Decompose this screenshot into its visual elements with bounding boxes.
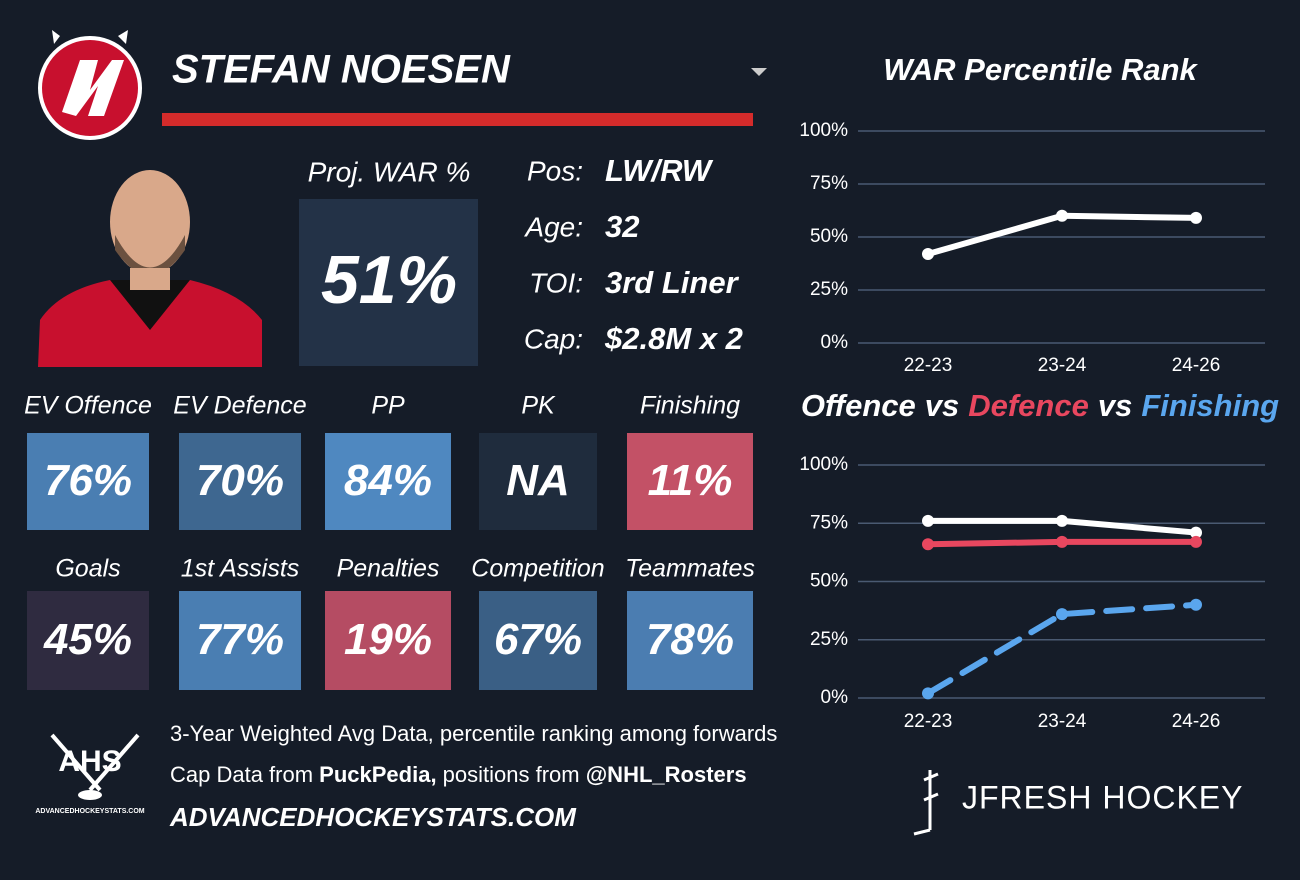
tile-box [627,433,753,530]
jfresh-logo: JFRESH HOCKEY [913,770,1243,836]
tile-value: 76% [44,456,132,505]
tile-box [325,591,451,690]
data-point [1190,535,1202,548]
data-point [1190,211,1202,224]
tile-label: Penalties [337,555,440,583]
tile-value: 11% [648,456,733,505]
tile-label: Competition [471,555,604,583]
name-underline [162,113,753,126]
tile-value: 77% [196,615,284,664]
series-line [925,601,1199,697]
data-point [1056,535,1068,548]
projection-label: Proj. WAR % [308,156,471,187]
bio-value: 32 [605,209,639,244]
tile-box [179,591,301,690]
tile-value: 67% [494,615,582,664]
legend-entry: Defence [968,388,1089,423]
bio-value: 3rd Liner [605,265,740,300]
y-tick-label: 25% [810,629,848,650]
legend-entry: Offence [801,388,916,423]
bio-label: Pos: [527,155,583,186]
y-tick-label: 0% [821,332,849,353]
footer-line-1: 3-Year Weighted Avg Data, percentile ran… [170,721,777,746]
data-point [1190,526,1202,539]
ahs-logo: AHS ADVANCEDHOCKEYSTATS.COM [35,733,145,815]
title-joiner: vs [925,388,959,423]
tile-label: 1st Assists [181,555,300,583]
tile-box [627,591,753,690]
bio-value: $2.8M x 2 [604,321,743,356]
data-point [922,514,934,527]
y-tick-label: 50% [810,226,848,247]
tile-value: 45% [43,615,132,664]
player-photo [38,170,262,367]
y-tick-label: 0% [821,687,849,708]
dropdown-arrow[interactable] [751,68,767,76]
tile-label: Finishing [640,392,740,420]
projection-value: 51% [321,242,457,318]
footer-line-2: Cap Data from PuckPedia, positions from … [170,762,747,787]
footer-text: positions from [437,762,586,787]
x-tick-label: 23-24 [1038,355,1087,376]
footer-site: ADVANCEDHOCKEYSTATS.COM [169,802,577,832]
x-tick-label: 23-24 [1038,711,1087,732]
ahs-url: ADVANCEDHOCKEYSTATS.COM [35,808,144,815]
footer-text: Cap Data from [170,762,319,787]
tile-box [325,433,451,530]
bio-label: TOI: [529,267,583,298]
chart-title: WAR Percentile Rank [883,52,1198,87]
tile-label: Teammates [625,555,755,583]
tile-value: NA [506,456,570,505]
tile-value: 70% [196,456,284,505]
tile-value: 84% [344,456,432,505]
tile-label: EV Defence [173,392,306,420]
chart-title: Offence vs Defence vs Finishing [801,388,1279,423]
jfresh-text: JFRESH HOCKEY [962,779,1243,815]
tile-box [27,591,149,690]
bio-label: Cap: [524,323,583,354]
data-point [922,538,934,551]
legend-entry: Finishing [1141,388,1279,423]
data-point [1056,514,1068,527]
data-point [1056,608,1068,621]
y-tick-label: 25% [810,279,848,300]
data-point [1190,598,1202,611]
tile-value: 19% [344,615,432,664]
title-joiner: vs [1098,388,1132,423]
x-tick-label: 22-23 [904,355,953,376]
y-tick-label: 100% [799,120,848,141]
tile-box [479,591,597,690]
tile-label: PP [371,392,405,420]
bio-value: LW/RW [605,153,714,188]
footer-source: PuckPedia, [319,762,436,787]
ahs-text: AHS [58,745,121,778]
charts: WAR Percentile Rank 0% 25% 50% 75% 100% 22-23 2… [799,52,1279,732]
player-name: STEFAN NOESEN [172,48,511,92]
stat-tiles: EV Offence 76% EV Defence 70% PP 84% PK NA Finis… [24,392,755,690]
tile-label: EV Offence [24,392,152,420]
tile-box [179,433,301,530]
y-tick-label: 100% [799,454,848,475]
projection-box [299,199,478,366]
bio: Pos: LW/RW Age: 32 TOI: 3rd Liner Cap: $2.8M x … [523,153,742,356]
y-tick-label: 75% [810,173,848,194]
team-logo [38,30,142,140]
tile-value: 78% [646,615,734,664]
y-tick-label: 75% [810,512,848,533]
data-point [1056,209,1068,222]
tile-label: Goals [55,555,120,583]
x-tick-label: 22-23 [904,711,953,732]
data-point [922,247,934,260]
x-tick-label: 24-26 [1172,711,1221,732]
y-tick-label: 50% [810,571,848,592]
tile-label: PK [521,392,556,420]
data-point [922,687,934,700]
footer-source: @NHL_Rosters [586,762,747,787]
x-tick-label: 24-26 [1172,355,1221,376]
bio-label: Age: [523,211,583,242]
tile-box [27,433,149,530]
tile-box [479,433,597,530]
